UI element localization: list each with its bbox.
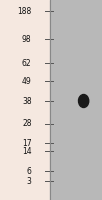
- Ellipse shape: [79, 95, 89, 108]
- Text: 98: 98: [22, 34, 32, 44]
- Text: 17: 17: [22, 138, 32, 148]
- Text: 49: 49: [22, 76, 32, 86]
- Text: 188: 188: [17, 6, 32, 16]
- Text: 38: 38: [22, 97, 32, 106]
- Text: 6: 6: [27, 166, 32, 176]
- Bar: [0, 0, 50, 200]
- Bar: [50, 0, 102, 200]
- Text: 28: 28: [22, 119, 32, 129]
- Text: 3: 3: [27, 176, 32, 186]
- Text: 14: 14: [22, 146, 32, 156]
- Text: 62: 62: [22, 58, 32, 68]
- Ellipse shape: [79, 96, 86, 104]
